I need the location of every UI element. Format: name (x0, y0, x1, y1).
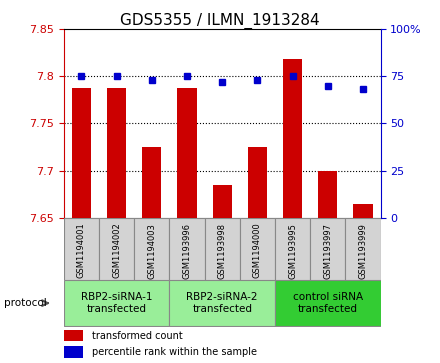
Bar (134, 218, 169, 280)
Bar (142, 147, 161, 218)
Text: percentile rank within the sample: percentile rank within the sample (92, 347, 257, 357)
Bar (64, 281, 169, 326)
Bar (240, 218, 275, 280)
Bar (310, 218, 345, 280)
Bar (345, 218, 381, 280)
Text: GSM1193997: GSM1193997 (323, 223, 332, 279)
Bar (353, 204, 373, 218)
Bar (99, 218, 134, 280)
Bar (213, 185, 232, 218)
Bar (205, 218, 240, 280)
Bar (107, 89, 126, 218)
Bar (72, 89, 91, 218)
Text: GSM1194000: GSM1194000 (253, 223, 262, 278)
Bar (275, 281, 381, 326)
Bar (64, 330, 83, 341)
Text: transformed count: transformed count (92, 331, 183, 341)
Text: RBP2-siRNA-2
transfected: RBP2-siRNA-2 transfected (187, 292, 258, 314)
Bar (64, 346, 83, 358)
Bar (64, 218, 99, 280)
Text: GSM1194003: GSM1194003 (147, 223, 156, 279)
Text: GSM1193995: GSM1193995 (288, 223, 297, 279)
Text: GSM1193998: GSM1193998 (218, 223, 227, 279)
Bar (318, 171, 337, 218)
Bar (169, 281, 275, 326)
Bar (177, 89, 197, 218)
Text: protocol: protocol (4, 298, 47, 308)
Bar (248, 147, 267, 218)
Bar (283, 59, 302, 218)
Bar (275, 218, 310, 280)
Text: RBP2-siRNA-1
transfected: RBP2-siRNA-1 transfected (81, 292, 152, 314)
Text: GSM1193999: GSM1193999 (359, 223, 367, 279)
Text: GDS5355 / ILMN_1913284: GDS5355 / ILMN_1913284 (120, 13, 320, 29)
Bar (169, 218, 205, 280)
Text: control siRNA
transfected: control siRNA transfected (293, 292, 363, 314)
Text: GSM1194001: GSM1194001 (77, 223, 86, 278)
Text: GSM1194002: GSM1194002 (112, 223, 121, 278)
Text: GSM1193996: GSM1193996 (183, 223, 191, 279)
